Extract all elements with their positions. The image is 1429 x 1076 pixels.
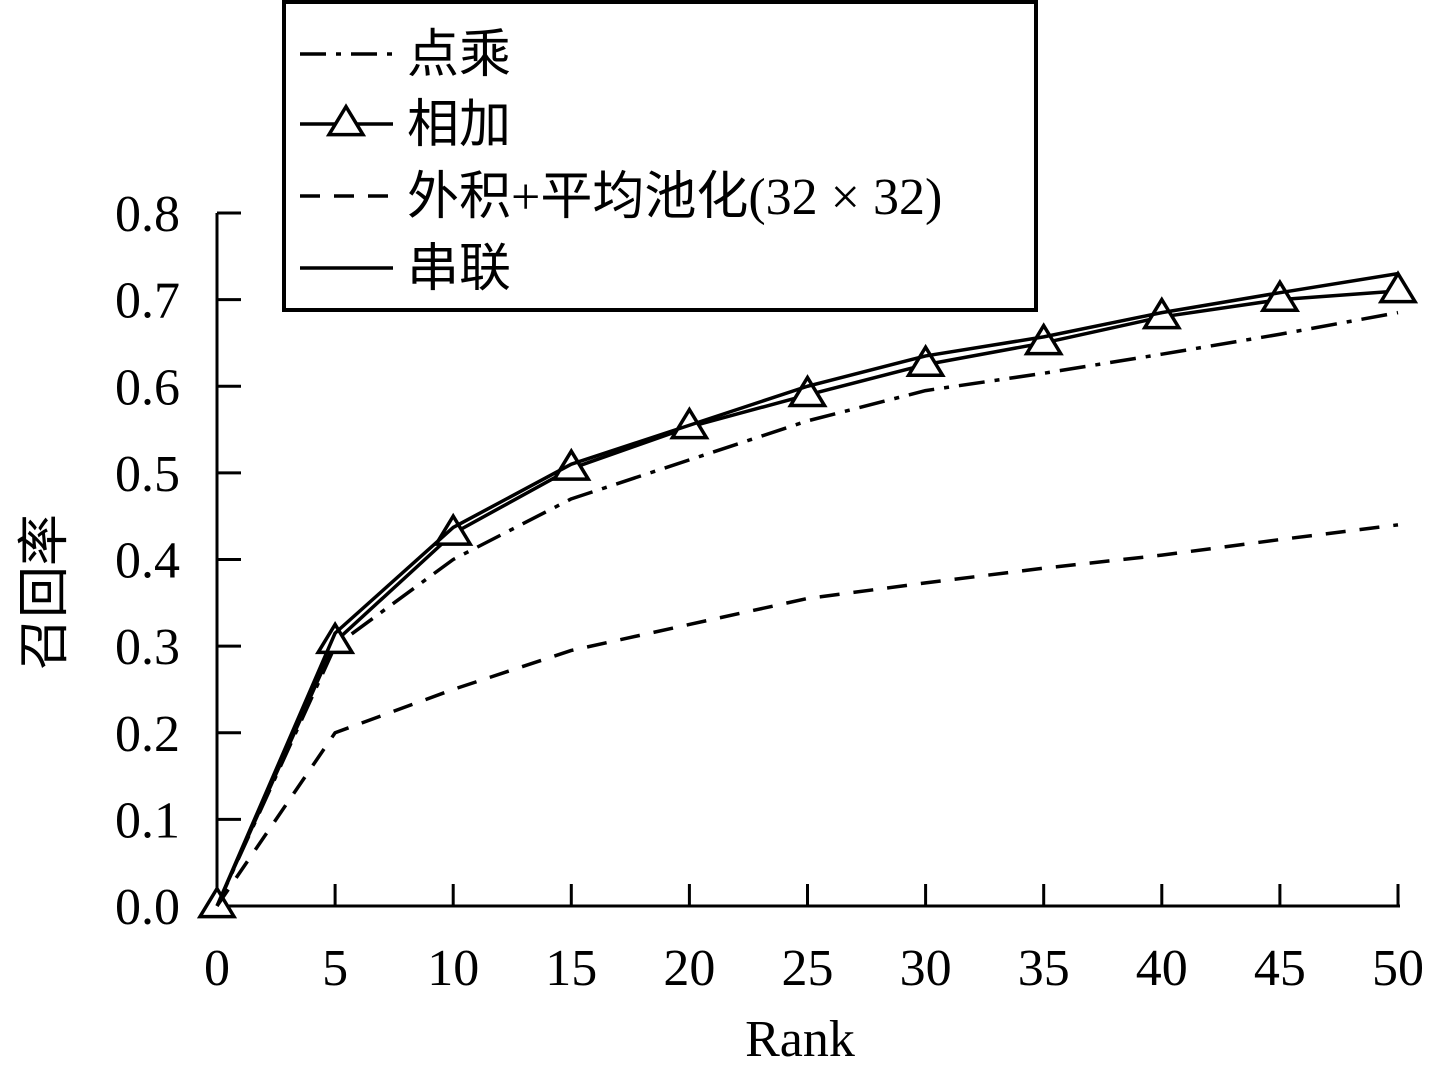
legend-item-2: 外积+平均池化(32 × 32) bbox=[300, 169, 942, 226]
legend-item-1: 相加 bbox=[300, 97, 511, 154]
series-3 bbox=[215, 271, 1399, 907]
x-tick-label: 45 bbox=[1254, 940, 1306, 997]
legend-label: 串联 bbox=[407, 241, 511, 298]
legend-label: 外积+平均池化(32 × 32) bbox=[407, 169, 942, 226]
axes: 0 5 10 15 20 25 30 35 40 45 50 0.0 0.1 0.2 0.3 0.4 0.5 0.… bbox=[115, 186, 1424, 997]
x-tick-label: 30 bbox=[900, 940, 952, 997]
y-tick-label: 0.3 bbox=[115, 619, 180, 676]
x-tick-label: 35 bbox=[1018, 940, 1070, 997]
series-line bbox=[215, 271, 1399, 907]
x-tick-label: 5 bbox=[322, 940, 348, 997]
data-point-marker bbox=[1377, 270, 1419, 304]
legend-item-0: 点乘 bbox=[300, 27, 511, 84]
y-tick-label: 0.5 bbox=[115, 446, 180, 503]
y-tick-label: 0.1 bbox=[115, 792, 180, 849]
series-1 bbox=[196, 270, 1419, 919]
y-tick-label: 0.4 bbox=[115, 533, 180, 590]
series-2 bbox=[215, 523, 1399, 907]
x-tick-label: 50 bbox=[1372, 940, 1424, 997]
plot-area bbox=[196, 270, 1419, 919]
data-point-marker bbox=[314, 621, 356, 655]
y-tick-label: 0.6 bbox=[115, 359, 180, 416]
x-tick-label: 40 bbox=[1136, 940, 1188, 997]
y-axis-title: 召回率 bbox=[17, 514, 74, 670]
y-tick-label: 0.2 bbox=[115, 706, 180, 763]
series-line bbox=[215, 523, 1399, 907]
y-tick-label: 0.8 bbox=[115, 186, 180, 243]
legend-item-3: 串联 bbox=[300, 241, 511, 298]
data-point-marker bbox=[905, 343, 946, 377]
data-point-marker bbox=[787, 374, 828, 408]
legend-label: 相加 bbox=[407, 97, 511, 154]
legend-label: 点乘 bbox=[407, 27, 511, 84]
legend-box bbox=[282, 0, 1038, 312]
x-tick-label: 15 bbox=[545, 940, 597, 997]
x-axis-title: Rank bbox=[745, 1011, 855, 1068]
y-tick-label: 0.0 bbox=[115, 879, 180, 936]
x-tick-label: 0 bbox=[204, 940, 230, 997]
y-tick-label: 0.7 bbox=[115, 273, 180, 330]
x-tick-label: 10 bbox=[427, 940, 479, 997]
data-point-marker bbox=[1259, 278, 1301, 313]
legend-marker bbox=[325, 103, 367, 137]
x-tick-label: 20 bbox=[663, 940, 715, 997]
x-tick-label: 25 bbox=[782, 940, 834, 997]
